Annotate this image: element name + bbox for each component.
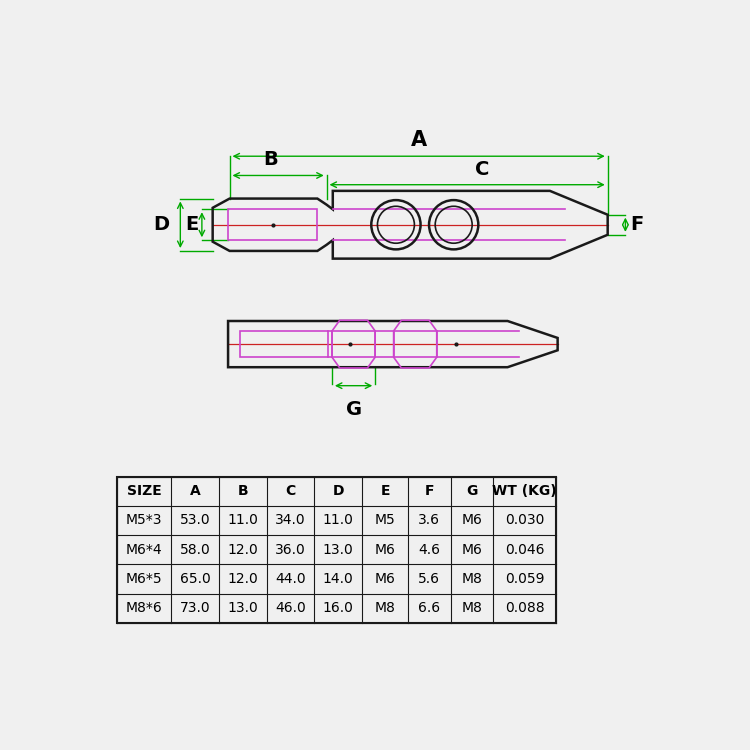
- Text: 13.0: 13.0: [322, 543, 353, 556]
- Text: M5: M5: [375, 514, 395, 527]
- Text: 65.0: 65.0: [179, 572, 210, 586]
- Text: 58.0: 58.0: [179, 543, 210, 556]
- Text: G: G: [346, 400, 362, 418]
- Text: 0.088: 0.088: [505, 602, 544, 615]
- Text: M8: M8: [375, 602, 395, 615]
- Text: A: A: [410, 130, 427, 150]
- Text: 0.030: 0.030: [505, 514, 544, 527]
- Text: 0.059: 0.059: [505, 572, 544, 586]
- Text: SIZE: SIZE: [127, 484, 161, 498]
- Text: 16.0: 16.0: [322, 602, 353, 615]
- Text: 14.0: 14.0: [322, 572, 353, 586]
- Text: 0.046: 0.046: [505, 543, 544, 556]
- Text: M6: M6: [461, 543, 482, 556]
- Text: B: B: [263, 150, 278, 170]
- Text: 4.6: 4.6: [419, 543, 440, 556]
- Text: M6: M6: [461, 514, 482, 527]
- Text: E: E: [380, 484, 390, 498]
- Text: 3.6: 3.6: [419, 514, 440, 527]
- Text: M8: M8: [461, 602, 482, 615]
- Text: M8: M8: [461, 572, 482, 586]
- Text: A: A: [190, 484, 200, 498]
- Text: D: D: [332, 484, 344, 498]
- Text: E: E: [185, 215, 199, 234]
- Text: F: F: [630, 215, 644, 234]
- Text: M6: M6: [375, 543, 395, 556]
- Text: 11.0: 11.0: [227, 514, 258, 527]
- Text: 46.0: 46.0: [275, 602, 306, 615]
- Text: M5*3: M5*3: [126, 514, 163, 527]
- Text: M6*4: M6*4: [126, 543, 163, 556]
- Text: 34.0: 34.0: [275, 514, 306, 527]
- Text: 13.0: 13.0: [227, 602, 258, 615]
- Text: 12.0: 12.0: [227, 543, 258, 556]
- Text: 73.0: 73.0: [180, 602, 210, 615]
- Text: 5.6: 5.6: [419, 572, 440, 586]
- Text: C: C: [476, 160, 490, 178]
- Text: 6.6: 6.6: [419, 602, 440, 615]
- Text: M6: M6: [375, 572, 395, 586]
- Text: C: C: [285, 484, 296, 498]
- Text: B: B: [238, 484, 248, 498]
- Text: F: F: [424, 484, 434, 498]
- Bar: [239, 331, 328, 357]
- Bar: [228, 209, 317, 240]
- Text: D: D: [154, 215, 170, 234]
- Bar: [117, 476, 556, 622]
- Text: WT (KG): WT (KG): [492, 484, 556, 498]
- Text: G: G: [466, 484, 478, 498]
- Text: 44.0: 44.0: [275, 572, 306, 586]
- Text: M8*6: M8*6: [126, 602, 163, 615]
- Text: M6*5: M6*5: [126, 572, 163, 586]
- Text: 11.0: 11.0: [322, 514, 353, 527]
- Text: 36.0: 36.0: [275, 543, 306, 556]
- Text: 12.0: 12.0: [227, 572, 258, 586]
- Text: 53.0: 53.0: [180, 514, 210, 527]
